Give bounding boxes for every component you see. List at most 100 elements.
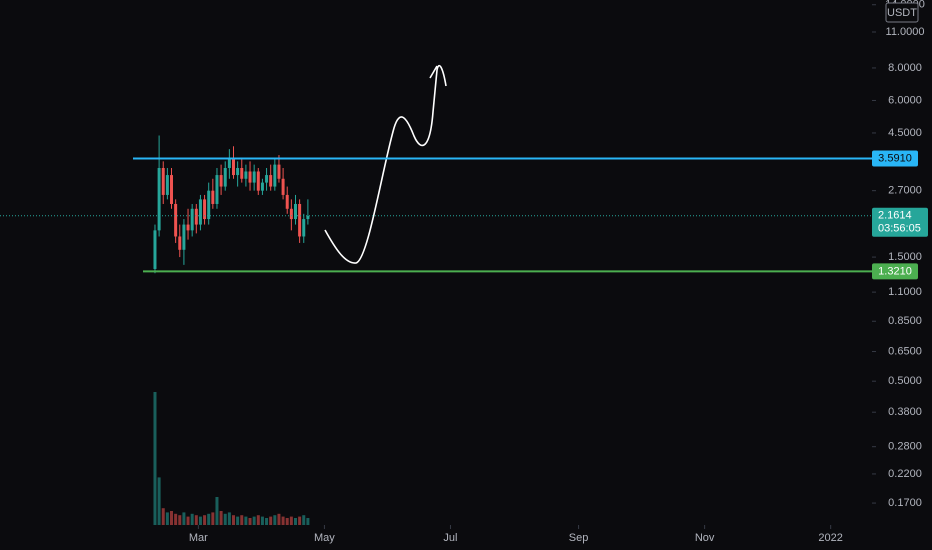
candle-body: [174, 203, 178, 237]
volume-bar: [157, 477, 161, 525]
y-tick-label: 0.5000: [888, 375, 922, 387]
volume-bar: [178, 515, 182, 525]
y-tick-label: 0.2800: [888, 441, 922, 453]
volume-bar: [194, 515, 198, 525]
candle-body: [252, 171, 256, 183]
volume-bar: [252, 516, 256, 525]
countdown-label: 03:56:05: [878, 223, 921, 235]
y-tick-label: 0.6500: [888, 345, 922, 357]
volume-bar: [198, 516, 202, 525]
candle-body: [161, 168, 165, 195]
candle-body: [273, 164, 277, 187]
volume-bar: [182, 512, 186, 525]
volume-bar: [215, 497, 219, 525]
volume-bar: [153, 392, 157, 525]
x-tick-label: Mar: [189, 532, 208, 544]
candle-body: [306, 215, 310, 220]
candle-body: [170, 175, 174, 204]
candle-body: [165, 175, 169, 195]
volume-bar: [298, 516, 302, 525]
price-axis: USDT: [885, 2, 919, 23]
candle-body: [269, 175, 273, 187]
hand-drawn-projection: [324, 64, 447, 264]
volume-bar: [256, 515, 260, 525]
candle-body: [285, 194, 289, 209]
candle-body: [211, 190, 215, 204]
volume-bar: [244, 516, 248, 525]
y-tick-label: 6.0000: [888, 94, 922, 106]
candle-body: [302, 219, 306, 237]
volume-bar: [265, 518, 269, 525]
candle-body: [231, 158, 235, 176]
volume-bar: [207, 513, 211, 525]
candle-body: [240, 168, 244, 179]
volume-bar: [269, 516, 273, 525]
candle-body: [219, 175, 223, 187]
volume-bar: [273, 515, 277, 525]
volume-bar: [186, 516, 190, 525]
candle-body: [186, 224, 190, 231]
candle-body: [281, 178, 285, 195]
candle-body: [265, 175, 269, 183]
candle-body: [244, 171, 248, 179]
candle-body: [298, 203, 302, 237]
candle-body: [256, 171, 260, 191]
volume-bar: [170, 511, 174, 525]
x-tick-label: Nov: [695, 532, 715, 544]
candle-body: [277, 164, 281, 179]
volume-bar: [165, 512, 169, 525]
candle-body: [236, 168, 240, 176]
x-tick-label: May: [314, 532, 335, 544]
y-tick-label: 1.1000: [888, 286, 922, 298]
candle-body: [215, 175, 219, 204]
volume-bar: [219, 511, 223, 525]
candle-body: [227, 158, 231, 169]
currency-label: USDT: [887, 7, 917, 19]
y-tick-label: 11.0000: [886, 26, 925, 38]
candle-body: [248, 171, 252, 183]
volume-bar: [203, 515, 207, 525]
level-label: 1.3210: [878, 265, 912, 277]
level-label: 3.5910: [878, 152, 912, 164]
candle-body: [182, 224, 186, 250]
level-label-box: [872, 150, 918, 167]
x-tick-label: 2022: [818, 532, 842, 544]
volume-bar: [240, 515, 244, 525]
level-label-box: [872, 263, 918, 280]
y-tick-label: 4.5000: [888, 127, 922, 139]
volume-bar: [211, 512, 215, 525]
y-tick-label: 0.2200: [888, 468, 922, 480]
volume-bar: [306, 518, 310, 525]
currency-box: [885, 2, 919, 23]
x-tick-label: Sep: [569, 532, 589, 544]
candle-body: [157, 168, 161, 231]
volume-bar: [236, 516, 240, 525]
y-tick-label: 0.3800: [888, 406, 922, 418]
candle-body: [153, 230, 157, 269]
y-tick-label: 0.8500: [888, 315, 922, 327]
volume-bar: [248, 518, 252, 525]
volume-bar: [190, 513, 194, 525]
volume-bar: [302, 515, 306, 525]
candle-body: [190, 208, 194, 231]
volume-bar: [293, 518, 297, 525]
volume-bar: [161, 508, 165, 525]
volume-bar: [277, 513, 281, 525]
y-tick-label: 2.7000: [888, 185, 922, 197]
candle-body: [178, 236, 182, 250]
last-price-box: [872, 207, 928, 237]
volume-bar: [227, 512, 231, 525]
candle-body: [223, 168, 227, 187]
y-tick-label: 1.5000: [888, 251, 922, 263]
volume-bar: [281, 516, 285, 525]
volume-bar: [289, 516, 293, 525]
volume-bar: [223, 513, 227, 525]
y-tick-label: 0.1700: [888, 497, 922, 509]
y-tick-label: 8.0000: [888, 62, 922, 74]
volume-bar: [285, 518, 289, 525]
volume-bar: [231, 515, 235, 525]
candle-body: [260, 182, 264, 191]
